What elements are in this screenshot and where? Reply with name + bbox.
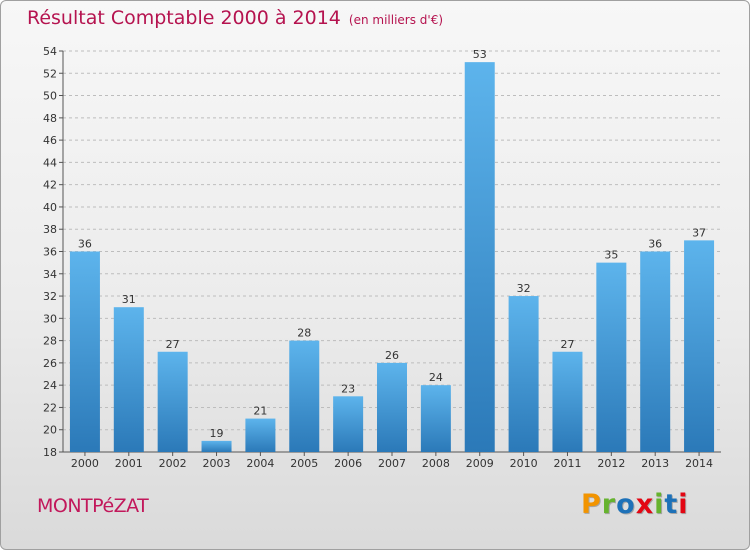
x-tick-label-2002: 2002: [159, 457, 187, 470]
x-tick-label-2003: 2003: [203, 457, 231, 470]
title-text: Résultat Comptable 2000 à 2014: [27, 7, 341, 29]
bar-2007: [377, 362, 407, 452]
x-tick-label-2011: 2011: [553, 457, 581, 470]
y-tick-label: 22: [43, 401, 57, 414]
bar-2008: [420, 385, 451, 452]
x-tick-label-2009: 2009: [466, 457, 494, 470]
proxiti-logo: Proxiti: [581, 489, 689, 520]
data-label-2006: 23: [341, 382, 355, 395]
y-tick-label: 20: [43, 424, 57, 437]
logo-letter: P: [581, 489, 602, 520]
y-tick-label: 24: [43, 379, 57, 392]
y-tick-label: 42: [43, 179, 57, 192]
data-label-2009: 53: [473, 48, 487, 61]
logo-letter: x: [635, 489, 655, 520]
logo-letter: o: [616, 489, 636, 520]
data-label-2002: 27: [166, 338, 180, 351]
bars-layer: [69, 62, 715, 453]
y-tick-label: 36: [43, 246, 57, 259]
bar-2012: [596, 262, 627, 452]
data-label-2010: 32: [517, 282, 531, 295]
bar-2000: [69, 251, 100, 452]
y-tick-label: 44: [43, 156, 57, 169]
bar-2011: [552, 351, 583, 452]
y-tick-label: 28: [43, 335, 57, 348]
y-tick-label: 48: [43, 112, 57, 125]
data-label-2000: 36: [78, 238, 92, 251]
y-tick-label: 50: [43, 90, 57, 103]
x-tick-label-2008: 2008: [422, 457, 450, 470]
x-tick-label-2013: 2013: [641, 457, 669, 470]
data-label-2012: 35: [604, 249, 618, 262]
y-tick-label: 32: [43, 290, 57, 303]
bar-2005: [289, 340, 320, 452]
logo-letter: i: [654, 489, 665, 520]
y-tick-label: 18: [43, 446, 57, 459]
x-tick-label-2004: 2004: [246, 457, 274, 470]
x-tick-label-2000: 2000: [71, 457, 99, 470]
y-tick-label: 30: [43, 312, 57, 325]
labels-layer: 36 31 27 19 21 28 23 26 24 53 32 27 35 36 37: [78, 48, 706, 440]
x-tick-label-2005: 2005: [290, 457, 318, 470]
chart-title: Résultat Comptable 2000 à 2014 (en millie…: [27, 7, 443, 29]
bar-2002: [157, 351, 188, 452]
logo-letter: t: [664, 489, 679, 520]
y-tick-label: 46: [43, 134, 57, 147]
x-tick-label-2001: 2001: [115, 457, 143, 470]
data-label-2004: 21: [253, 405, 267, 418]
x-tick-label-2010: 2010: [510, 457, 538, 470]
data-label-2003: 19: [210, 427, 224, 440]
x-tick-label-2006: 2006: [334, 457, 362, 470]
data-label-2007: 26: [385, 349, 399, 362]
data-label-2013: 36: [648, 238, 662, 251]
y-tick-label: 40: [43, 201, 57, 214]
bar-2014: [684, 240, 715, 452]
bar-2010: [508, 296, 539, 452]
commune-name: MONTPéZAT: [37, 495, 149, 517]
logo-letter: i: [678, 489, 689, 520]
y-tick-label: 54: [43, 45, 57, 58]
bar-2004: [245, 418, 276, 452]
bar-2009: [464, 62, 495, 453]
y-tick-label: 52: [43, 67, 57, 80]
x-tick-label-2012: 2012: [597, 457, 625, 470]
data-label-2008: 24: [429, 371, 443, 384]
y-tick-label: 26: [43, 357, 57, 370]
data-label-2001: 31: [122, 293, 136, 306]
y-tick-label: 34: [43, 268, 57, 281]
logo-letter: r: [601, 489, 617, 520]
data-label-2014: 37: [692, 226, 706, 239]
bar-2006: [333, 396, 364, 452]
x-tick-label-2014: 2014: [685, 457, 713, 470]
bar-2001: [113, 307, 144, 452]
x-tick-label-2007: 2007: [378, 457, 406, 470]
bar-2013: [640, 251, 671, 452]
chart-subtitle: (en milliers d'€): [348, 13, 444, 27]
data-label-2005: 28: [297, 327, 311, 340]
y-tick-label: 38: [43, 223, 57, 236]
bar-2003: [201, 440, 232, 452]
data-label-2011: 27: [560, 338, 574, 351]
